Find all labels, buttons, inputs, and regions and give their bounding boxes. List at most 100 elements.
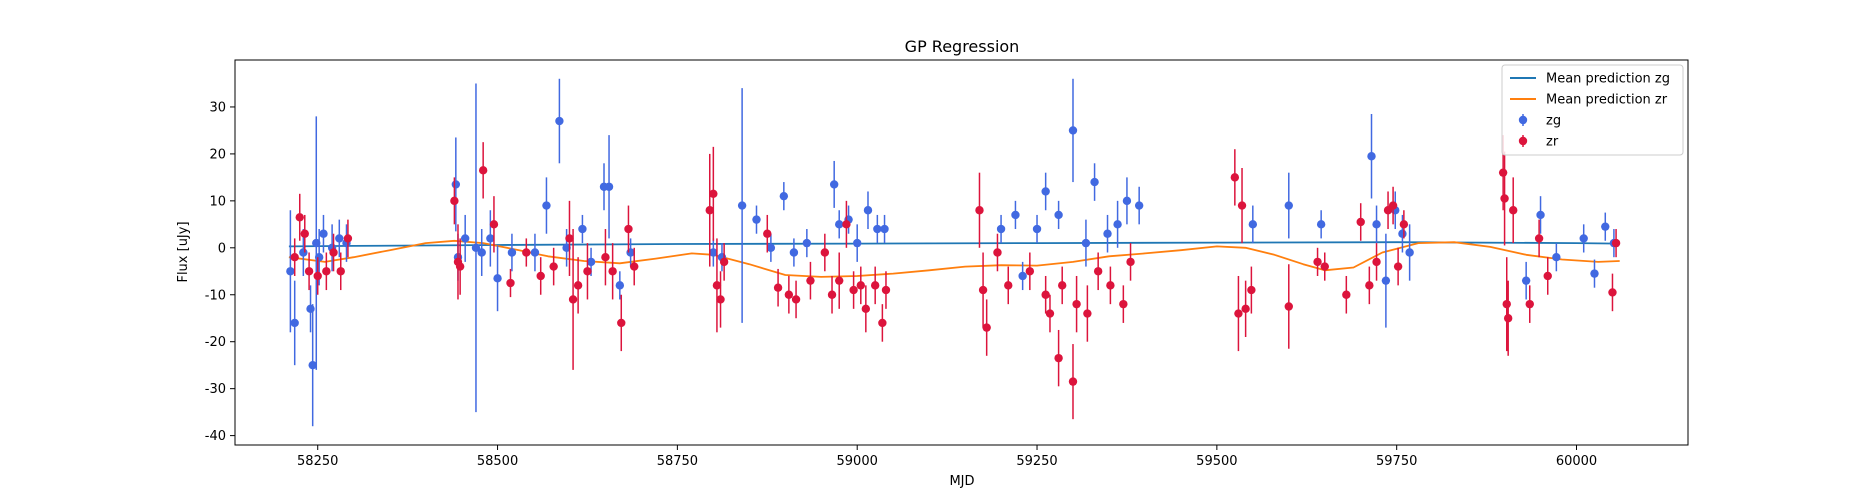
- x-tick-label: 58250: [297, 454, 338, 469]
- data-point: [1521, 276, 1531, 285]
- data-point: [1536, 210, 1545, 220]
- data-point: [1248, 220, 1258, 229]
- chart-title: GP Regression: [905, 37, 1020, 56]
- data-point: [565, 234, 574, 243]
- x-tick-label: 59750: [1376, 454, 1417, 469]
- legend-marker-swatch: [1518, 136, 1528, 146]
- legend-marker-swatch: [1518, 115, 1528, 125]
- data-point: [506, 278, 515, 288]
- data-point: [601, 252, 610, 262]
- data-point: [1498, 168, 1508, 177]
- data-point: [343, 234, 353, 243]
- data-point: [712, 281, 722, 290]
- y-tick-label: 0: [218, 241, 226, 256]
- data-point: [1126, 257, 1135, 267]
- data-point: [996, 224, 1006, 234]
- data-point: [1313, 257, 1322, 267]
- data-point: [1601, 222, 1610, 231]
- data-point: [1503, 314, 1513, 323]
- data-point: [617, 318, 626, 328]
- data-point: [1054, 353, 1063, 363]
- data-point: [1113, 220, 1122, 229]
- data-point: [705, 206, 714, 215]
- data-point: [295, 213, 304, 222]
- data-point: [1090, 177, 1099, 187]
- data-point: [856, 281, 865, 290]
- data-point: [827, 290, 837, 299]
- data-point: [1543, 271, 1552, 281]
- data-point: [1068, 126, 1078, 135]
- data-point: [1381, 276, 1391, 285]
- data-point: [978, 285, 988, 295]
- data-point: [555, 116, 564, 126]
- data-point: [709, 248, 718, 257]
- x-tick-label: 60000: [1556, 454, 1597, 469]
- x-tick-label: 58750: [657, 454, 698, 469]
- data-point: [791, 295, 801, 304]
- y-tick-label: -10: [205, 288, 226, 303]
- data-point: [1093, 267, 1103, 276]
- data-point: [1356, 217, 1365, 227]
- data-point: [507, 248, 517, 257]
- y-tick-label: -20: [205, 335, 226, 350]
- legend: Mean prediction zg Mean prediction zr zg zr: [1501, 64, 1684, 156]
- data-point: [975, 206, 984, 215]
- data-point: [608, 267, 617, 276]
- data-point: [1119, 299, 1128, 309]
- data-point: [1247, 285, 1256, 295]
- data-point: [773, 283, 783, 292]
- data-point: [1320, 262, 1329, 271]
- data-point: [878, 318, 887, 328]
- data-point: [1502, 299, 1511, 309]
- data-point: [1011, 210, 1020, 220]
- data-point: [1058, 281, 1067, 290]
- data-point: [306, 304, 315, 314]
- data-point: [455, 262, 465, 271]
- legend-entry: Mean prediction zr: [1510, 93, 1668, 108]
- data-point: [522, 248, 531, 257]
- data-point: [1004, 281, 1013, 290]
- data-point: [1398, 229, 1407, 238]
- legend-entry: Mean prediction zg: [1510, 72, 1670, 87]
- data-point: [322, 267, 331, 276]
- data-point: [982, 323, 991, 332]
- data-point: [763, 229, 772, 238]
- data-point: [1134, 201, 1144, 210]
- legend-label: Mean prediction zr: [1546, 93, 1668, 108]
- data-point: [313, 271, 322, 281]
- data-point: [1284, 302, 1293, 311]
- data-point: [286, 267, 295, 276]
- data-point: [1237, 201, 1247, 210]
- data-point: [460, 234, 470, 243]
- data-point: [842, 220, 851, 229]
- data-point: [562, 243, 571, 253]
- data-point: [1342, 290, 1351, 299]
- legend-entry: zg: [1518, 114, 1561, 129]
- data-point: [737, 201, 747, 210]
- data-point: [1372, 220, 1381, 229]
- legend-label: zr: [1546, 135, 1559, 150]
- data-point: [835, 220, 844, 229]
- data-point: [299, 248, 308, 257]
- data-point: [716, 295, 725, 304]
- data-point: [820, 248, 830, 257]
- data-point: [493, 274, 502, 283]
- data-point: [1500, 194, 1509, 203]
- data-point: [1608, 288, 1617, 297]
- data-point: [1106, 281, 1115, 290]
- data-point: [478, 166, 488, 175]
- data-point: [1018, 271, 1027, 281]
- data-point: [1579, 234, 1588, 243]
- data-point: [861, 304, 871, 314]
- data-point: [829, 180, 839, 189]
- data-point: [630, 262, 639, 271]
- plot-frame: [234, 59, 1689, 446]
- data-point: [849, 285, 858, 295]
- data-point: [290, 318, 299, 328]
- data-point: [489, 220, 499, 229]
- data-point: [290, 252, 299, 262]
- data-point: [583, 267, 592, 276]
- data-point: [1103, 229, 1112, 238]
- legend-label: zg: [1546, 114, 1561, 129]
- data-point: [709, 189, 718, 199]
